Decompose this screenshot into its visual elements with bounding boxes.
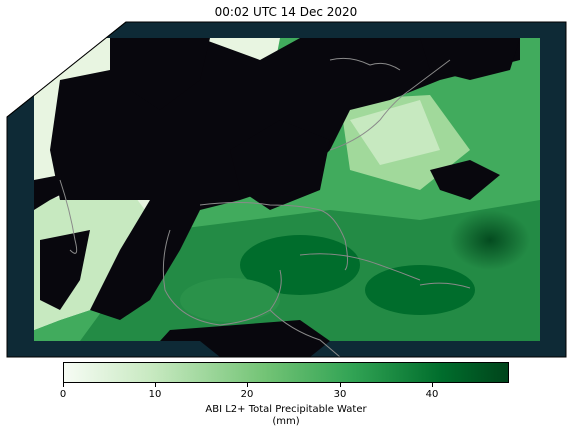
moist-core-2 [365, 265, 475, 315]
coastline-central-america [269, 309, 341, 357]
moist-core-1 [240, 235, 360, 295]
cloud-mask-sw [40, 230, 90, 310]
colorbar-tick-0 [63, 383, 64, 387]
colorbar-tick-label-0: 0 [59, 389, 67, 400]
colorbar-label-title: ABI L2+ Total Precipitable Water [205, 404, 367, 415]
coastline-mexico [162, 229, 282, 326]
moist-core-4 [180, 278, 280, 322]
coastline-gulf [199, 202, 348, 271]
great-lakes [329, 57, 401, 71]
colorbar-label: ABI L2+ Total Precipitable Water (mm) [0, 404, 572, 428]
colorbar-tick-10 [155, 383, 156, 387]
colorbar-tick-20 [247, 383, 248, 387]
cloud-mask-se [430, 160, 500, 200]
cloud-mask-northwest [130, 38, 210, 110]
colorbar-label-units: (mm) [272, 416, 300, 427]
colorbar-tick-label-20: 20 [240, 389, 254, 400]
colorbar-tick-40 [432, 383, 433, 387]
moist-core-3 [450, 210, 530, 270]
coastline-hispaniola [419, 282, 471, 289]
cloud-mask-east [420, 38, 520, 80]
light-region-east [350, 100, 440, 165]
cloud-mask-south [160, 320, 330, 341]
coastline-us-east [329, 59, 451, 151]
colorbar-tick-label-40: 40 [425, 389, 439, 400]
coastline-baja [59, 179, 78, 254]
map-title: 00:02 UTC 14 Dec 2020 [214, 5, 358, 19]
dark-land-south [200, 341, 330, 357]
colorbar-tick-30 [340, 383, 341, 387]
coastline-cuba [299, 253, 421, 281]
cloud-mask-coast [230, 120, 330, 210]
colorbar [63, 362, 509, 383]
colorbar-tick-label-10: 10 [148, 389, 162, 400]
colorbar-tick-label-30: 30 [333, 389, 347, 400]
